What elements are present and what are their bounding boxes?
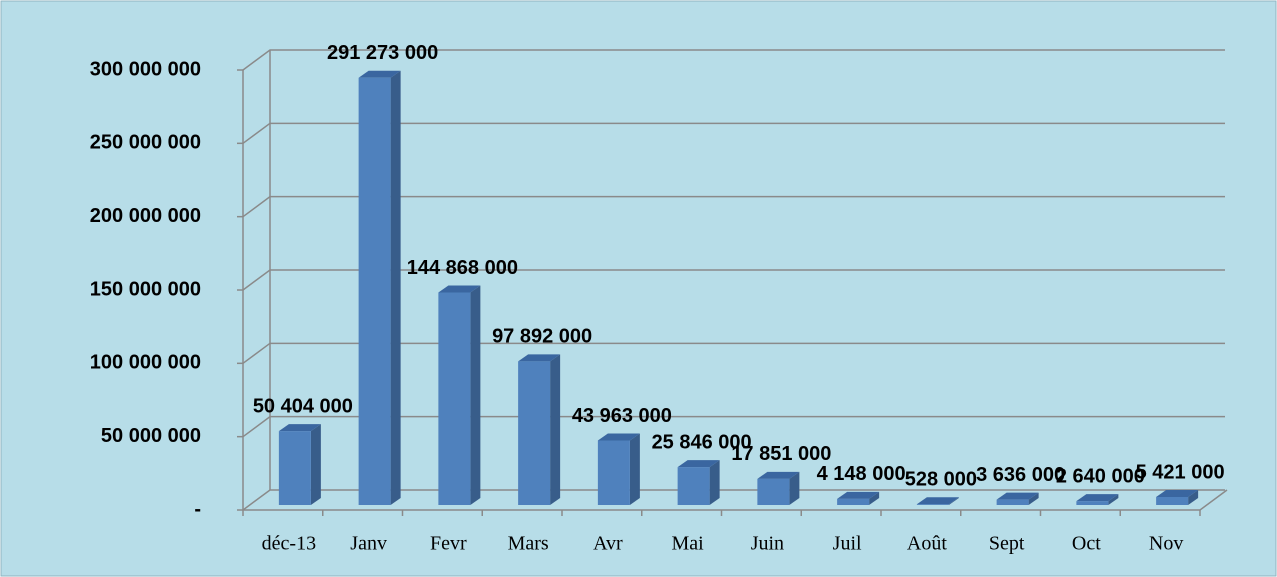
bar-face <box>310 424 321 505</box>
bar-face <box>677 460 720 468</box>
bar <box>518 354 561 505</box>
bar-face <box>438 292 471 505</box>
bar-face <box>390 70 401 506</box>
bar-face <box>916 497 959 505</box>
bar <box>916 497 959 505</box>
y-tick-label: 100 000 000 <box>90 352 201 374</box>
bar-face <box>1028 492 1039 505</box>
grid-line <box>242 195 1225 218</box>
value-label: 291 273 000 <box>327 42 438 64</box>
y-tick-label: 50 000 000 <box>101 425 201 447</box>
bar-face <box>1156 497 1189 505</box>
bar-face <box>837 498 870 505</box>
x-tick-label: Juil <box>833 533 862 555</box>
bar-face <box>1108 494 1119 505</box>
bar <box>278 424 321 505</box>
y-tick-label: - <box>194 498 201 520</box>
bar <box>837 491 880 505</box>
x-tick-label: Mai <box>672 533 705 555</box>
bar-face <box>470 285 481 505</box>
bar-face <box>438 285 481 293</box>
value-label: 2 640 000 <box>1056 465 1145 487</box>
bar-face <box>1076 501 1109 505</box>
x-tick-label: Mars <box>508 533 549 555</box>
value-label: 25 846 000 <box>652 431 752 453</box>
grid-line <box>242 489 1225 511</box>
bar-face <box>757 478 790 505</box>
bar-face <box>518 361 551 505</box>
x-tick-label: Août <box>907 533 947 555</box>
bar <box>757 471 800 505</box>
bar <box>358 70 401 506</box>
value-label: 528 000 <box>905 469 977 491</box>
bar-face <box>358 77 391 506</box>
grid-line <box>242 269 1225 291</box>
x-tick-label: Nov <box>1149 533 1183 555</box>
bar-face <box>518 354 561 362</box>
bar-face <box>757 471 800 479</box>
grid-line <box>242 415 1225 438</box>
bar-face <box>629 433 640 505</box>
y-tick-label: 150 000 000 <box>90 278 201 300</box>
bar-face <box>597 440 630 505</box>
bar <box>677 460 720 505</box>
bar-face <box>677 467 710 505</box>
y-tick-label: 300 000 000 <box>90 58 201 80</box>
value-label: 144 868 000 <box>407 257 518 279</box>
value-label: 3 636 000 <box>976 464 1065 486</box>
x-tick-label: Oct <box>1072 533 1101 555</box>
grid-line <box>242 122 1225 144</box>
bar <box>438 285 481 505</box>
bar-face <box>278 424 321 432</box>
bar-face <box>278 431 311 505</box>
bar <box>597 433 640 505</box>
bar-face <box>948 497 959 505</box>
value-label: 4 148 000 <box>817 463 906 485</box>
bar-face <box>1188 490 1199 505</box>
bar-face <box>1156 490 1199 498</box>
bar-face <box>709 460 720 505</box>
y-tick-label: 200 000 000 <box>90 205 201 227</box>
bar-face <box>869 491 880 505</box>
bar-face <box>789 471 800 505</box>
x-tick-label: déc-13 <box>262 533 316 555</box>
grid-line <box>242 342 1225 364</box>
bar-face <box>837 491 880 499</box>
bar-face <box>916 504 949 505</box>
value-label: 43 963 000 <box>572 405 672 427</box>
bar-face <box>996 499 1029 505</box>
bar-face <box>996 492 1039 500</box>
grid-line <box>242 49 1225 71</box>
bar-face <box>358 70 401 78</box>
bar <box>1156 490 1199 505</box>
bar <box>1076 494 1119 505</box>
x-tick-label: Janv <box>350 533 387 555</box>
x-tick-label: Sept <box>989 533 1025 555</box>
value-label: 97 892 000 <box>492 326 592 348</box>
y-tick-label: 250 000 000 <box>90 132 201 154</box>
bar-face <box>1076 494 1119 502</box>
value-label: 17 851 000 <box>731 443 831 465</box>
value-label: 50 404 000 <box>253 395 353 417</box>
bar-face <box>597 433 640 441</box>
bar <box>996 492 1039 505</box>
x-tick-label: Avr <box>593 533 623 555</box>
value-label: 5 421 000 <box>1136 461 1225 483</box>
bar-face <box>550 354 561 505</box>
x-tick-label: Juin <box>751 533 784 555</box>
x-tick-label: Fevr <box>430 533 467 555</box>
